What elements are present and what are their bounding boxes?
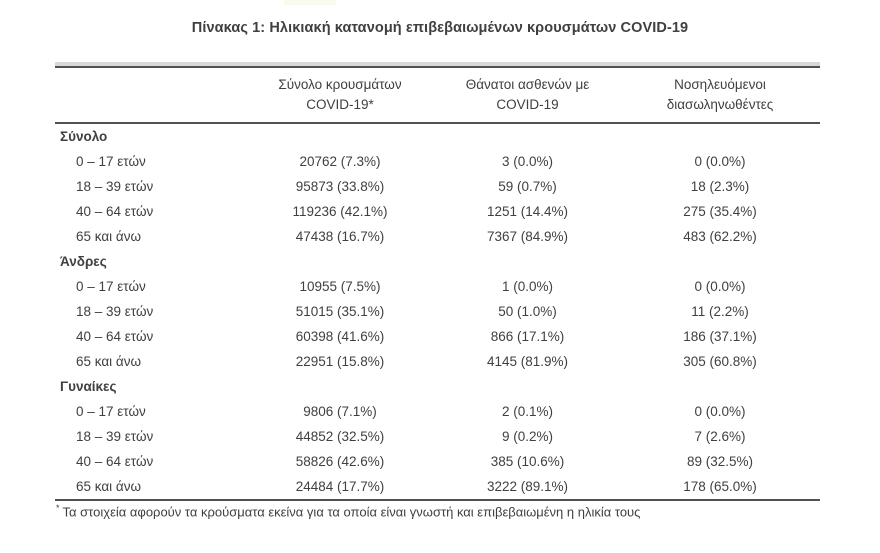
intubated-value: 186 (37.1%) — [683, 329, 757, 344]
intubated-value: 483 (62.2%) — [683, 229, 757, 244]
table-row: 0 – 17 ετών 10955 (7.5%) 1 (0.0%) 0 (0.0%) — [55, 274, 820, 299]
table-row: 65 και άνω 24484 (17.7%) 3222 (89.1%) 178 (… — [55, 474, 820, 499]
deaths-value: 59 (0.7%) — [498, 179, 557, 194]
section-name: Γυναίκες — [60, 379, 117, 394]
cases-value: 47438 (16.7%) — [295, 229, 385, 244]
cropped-text-artifact — [284, 0, 336, 5]
intubated-value: 178 (65.0%) — [683, 479, 757, 494]
intubated-value: 275 (35.4%) — [683, 204, 757, 219]
table-row: 40 – 64 ετών 119236 (42.1%) 1251 (14.4%) 27… — [55, 199, 820, 224]
deaths-value: 866 (17.1%) — [490, 329, 565, 344]
header-deaths-line1: Θάνατοι ασθενών με — [465, 77, 590, 92]
table-row: 40 – 64 ετών 60398 (41.6%) 866 (17.1%) 186 … — [55, 324, 820, 349]
cases-value: 60398 (41.6%) — [295, 329, 385, 344]
table-row: 18 – 39 ετών 95873 (33.8%) 59 (0.7%) 18 (2.… — [55, 174, 820, 199]
age-label: 18 – 39 ετών — [76, 179, 154, 194]
header-total-cases: Σύνολο κρουσμάτων COVID-19* — [245, 75, 435, 115]
deaths-value: 1251 (14.4%) — [486, 204, 569, 219]
intubated-value: 0 (0.0%) — [694, 279, 746, 294]
table-body: Σύνολο 0 – 17 ετών 20762 (7.3%) 3 (0.0%) 0 (… — [55, 124, 820, 501]
deaths-value: 9 (0.2%) — [501, 429, 554, 444]
cases-value: 10955 (7.5%) — [299, 279, 381, 294]
header-intubated: Νοσηλευόμενοι διασωληνωθέντες — [620, 75, 820, 115]
table-row: 18 – 39 ετών 51015 (35.1%) 50 (1.0%) 11 (2.… — [55, 299, 820, 324]
age-label: 0 – 17 ετών — [76, 404, 146, 419]
age-label: 65 και άνω — [76, 479, 142, 494]
age-label: 65 και άνω — [76, 354, 142, 369]
header-intubated-line2: διασωληνωθέντες — [666, 97, 774, 112]
deaths-value: 3 (0.0%) — [501, 154, 554, 169]
table-row: 65 και άνω 47438 (16.7%) 7367 (84.9%) 483 (… — [55, 224, 820, 249]
deaths-value: 2 (0.1%) — [501, 404, 554, 419]
table-row: 0 – 17 ετών 20762 (7.3%) 3 (0.0%) 0 (0.0%) — [55, 149, 820, 174]
table-row: 18 – 39 ετών 44852 (32.5%) 9 (0.2%) 7 (2.6%… — [55, 424, 820, 449]
section-header-row: Σύνολο — [55, 124, 820, 149]
age-label: 65 και άνω — [76, 229, 142, 244]
intubated-value: 305 (60.8%) — [683, 354, 757, 369]
header-intubated-line1: Νοσηλευόμενοι — [674, 77, 766, 92]
deaths-value: 50 (1.0%) — [498, 304, 557, 319]
age-label: 18 – 39 ετών — [76, 429, 154, 444]
age-label: 18 – 39 ετών — [76, 304, 154, 319]
table-row: 40 – 64 ετών 58826 (42.6%) 385 (10.6%) 89 (… — [55, 449, 820, 474]
cases-value: 20762 (7.3%) — [299, 154, 381, 169]
deaths-value: 7367 (84.9%) — [486, 229, 569, 244]
deaths-value: 1 (0.0%) — [501, 279, 554, 294]
age-label: 0 – 17 ετών — [76, 154, 146, 169]
table-header-row: Σύνολο κρουσμάτων COVID-19* Θάνατοι ασθε… — [55, 66, 820, 124]
intubated-value: 18 (2.3%) — [690, 179, 750, 194]
table-title: Πίνακας 1: Ηλικιακή κατανομή επιβεβαιωμέ… — [191, 20, 689, 36]
age-label: 0 – 17 ετών — [76, 279, 146, 294]
cases-value: 95873 (33.8%) — [295, 179, 385, 194]
table-row: 65 και άνω 22951 (15.8%) 4145 (81.9%) 305 (… — [55, 349, 820, 374]
age-label: 40 – 64 ετών — [76, 204, 154, 219]
age-label: 40 – 64 ετών — [76, 329, 154, 344]
deaths-value: 4145 (81.9%) — [486, 354, 569, 369]
section-name: Σύνολο — [60, 129, 108, 144]
footnote: * Τα στοιχεία αφορούν τα κρούσματα εκείνα… — [56, 503, 846, 519]
cases-value: 119236 (42.1%) — [292, 204, 388, 219]
cases-value: 24484 (17.7%) — [295, 479, 385, 494]
cases-value: 51015 (35.1%) — [295, 304, 385, 319]
deaths-value: 385 (10.6%) — [490, 454, 565, 469]
intubated-value: 89 (32.5%) — [686, 454, 754, 469]
cases-value: 44852 (32.5%) — [295, 429, 385, 444]
header-deaths-line2: COVID-19 — [496, 97, 559, 112]
intubated-value: 0 (0.0%) — [694, 404, 746, 419]
header-total-cases-line2: COVID-19* — [306, 97, 374, 112]
cases-value: 58826 (42.6%) — [295, 454, 385, 469]
intubated-value: 11 (2.2%) — [691, 304, 749, 319]
header-total-cases-line1: Σύνολο κρουσμάτων — [278, 77, 402, 92]
cases-value: 22951 (15.8%) — [295, 354, 385, 369]
deaths-value: 3222 (89.1%) — [486, 479, 569, 494]
footnote-asterisk: * — [56, 503, 60, 513]
covid-age-distribution-table: Σύνολο κρουσμάτων COVID-19* Θάνατοι ασθε… — [55, 66, 820, 501]
section-header-row: Άνδρες — [55, 249, 820, 274]
table-row: 0 – 17 ετών 9806 (7.1%) 2 (0.1%) 0 (0.0%) — [55, 399, 820, 424]
cases-value: 9806 (7.1%) — [303, 404, 377, 419]
header-deaths: Θάνατοι ασθενών με COVID-19 — [435, 75, 620, 115]
intubated-value: 7 (2.6%) — [694, 429, 746, 444]
age-label: 40 – 64 ετών — [76, 454, 154, 469]
intubated-value: 0 (0.0%) — [694, 154, 746, 169]
section-name: Άνδρες — [60, 254, 107, 269]
footnote-text: Τα στοιχεία αφορούν τα κρούσματα εκείνα … — [62, 504, 641, 520]
section-header-row: Γυναίκες — [55, 374, 820, 399]
